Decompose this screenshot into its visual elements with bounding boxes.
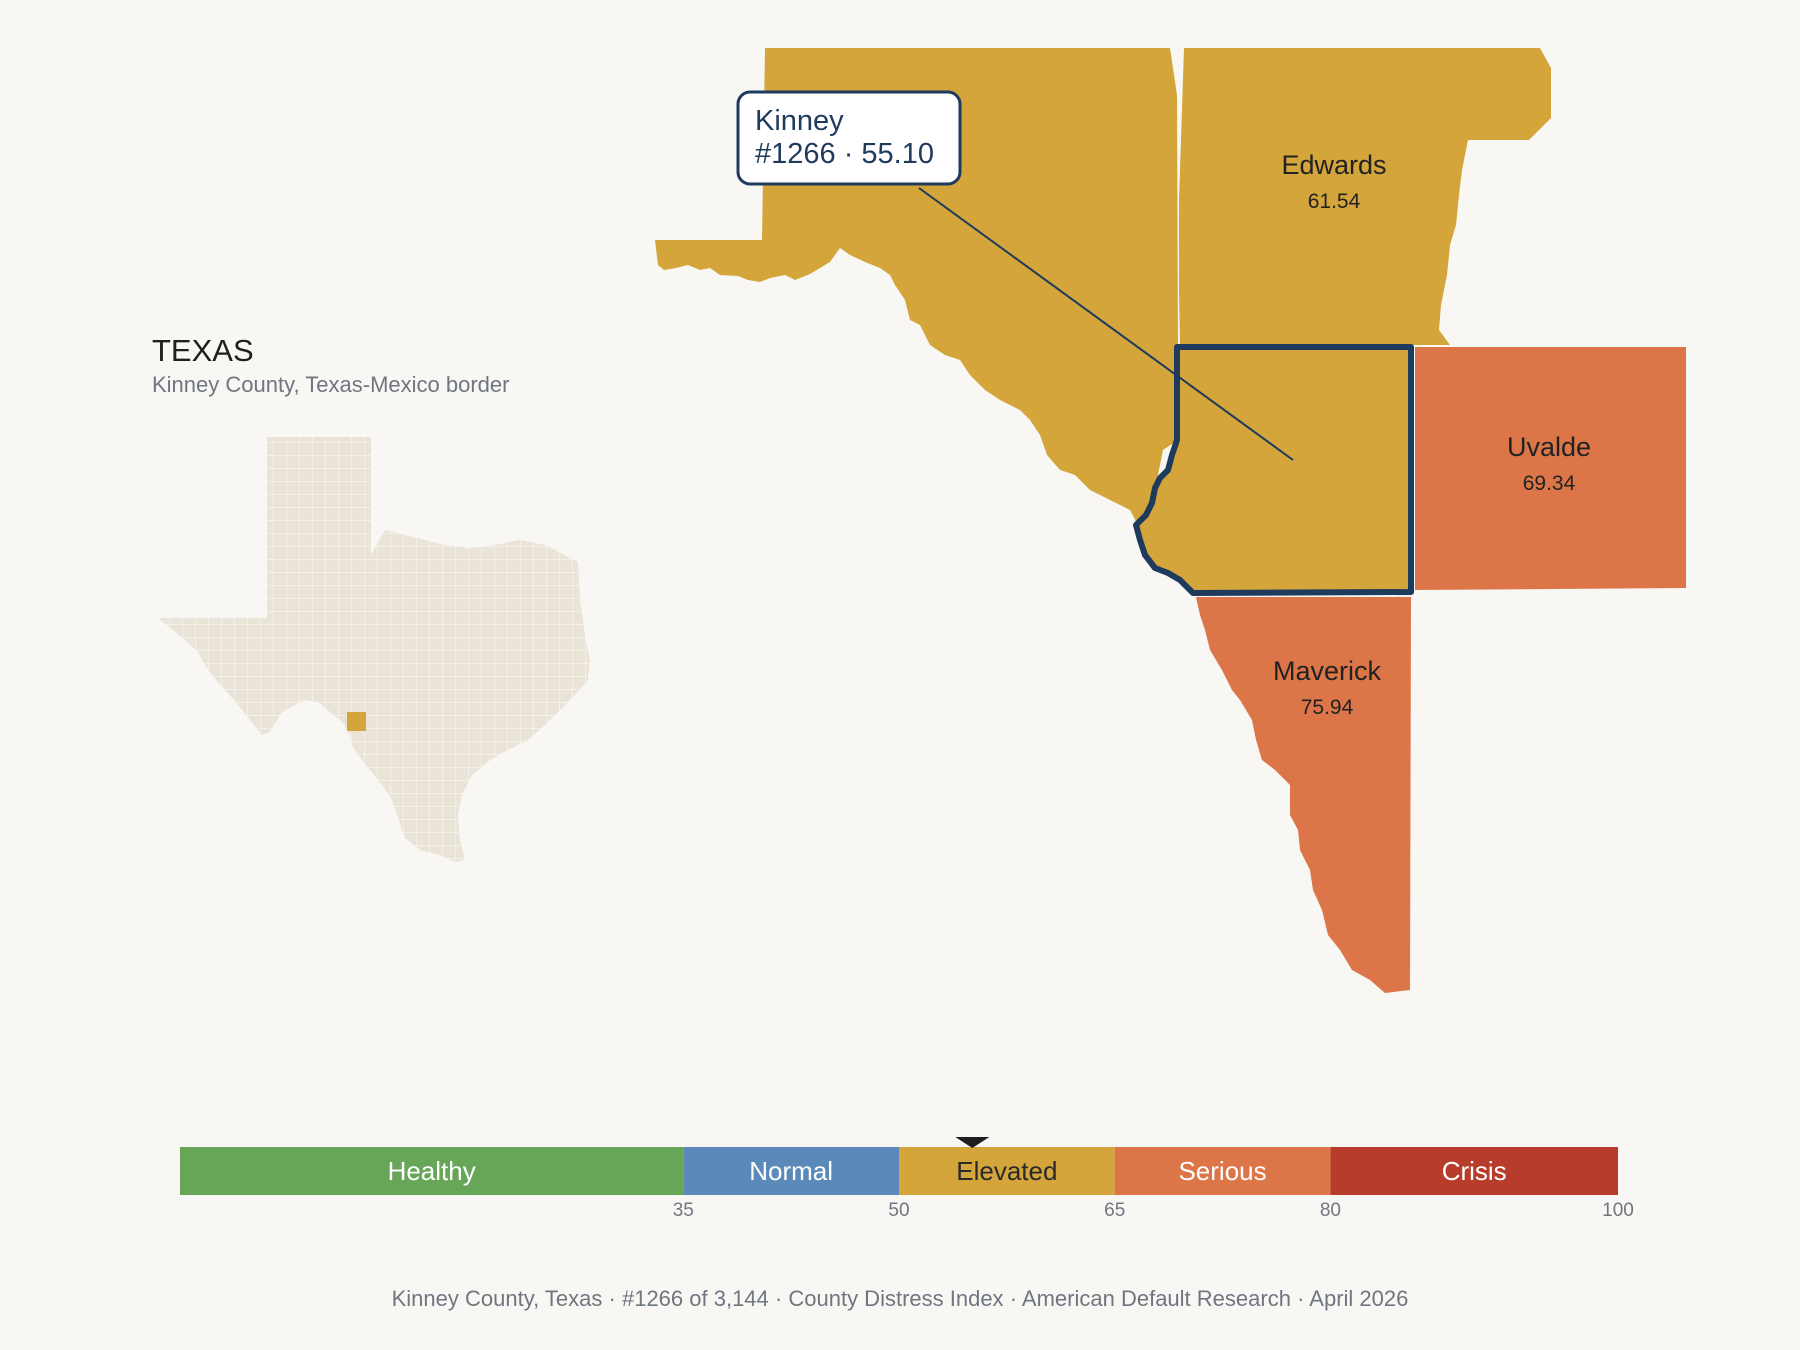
county-value-uvalde: 69.34 <box>1523 472 1576 495</box>
footer-credits: Kinney County, Texas · #1266 of 3,144 · … <box>392 1286 1409 1311</box>
legend-segment-serious <box>1114 1147 1331 1195</box>
legend-label-elevated: Elevated <box>956 1156 1057 1186</box>
legend-tick-80: 80 <box>1320 1200 1341 1221</box>
footer-sep-1: · <box>609 1286 622 1311</box>
legend-label-crisis: Crisis <box>1442 1156 1507 1186</box>
footer-index: County Distress Index <box>788 1286 1003 1311</box>
callout-county-name: Kinney <box>755 105 844 137</box>
county-value-maverick: 75.94 <box>1301 696 1354 719</box>
legend-label-healthy: Healthy <box>388 1156 476 1186</box>
legend-tick-35: 35 <box>673 1200 694 1221</box>
legend-ticks: 35 50 65 80 100 <box>673 1200 1634 1221</box>
legend-segment-healthy <box>180 1147 684 1195</box>
legend-tick-100: 100 <box>1602 1200 1634 1221</box>
legend-segment-crisis <box>1330 1147 1618 1195</box>
county-uvalde[interactable] <box>1415 347 1686 590</box>
footer-rank: #1266 of 3,144 <box>622 1286 769 1311</box>
legend-marker <box>955 1137 990 1148</box>
county-kinney[interactable] <box>1133 344 1414 596</box>
state-subtitle: Kinney County, Texas-Mexico border <box>152 372 509 397</box>
footer-county: Kinney County, Texas <box>392 1286 603 1311</box>
footer-sep-4: · <box>1297 1286 1309 1311</box>
legend-tick-65: 65 <box>1104 1200 1125 1221</box>
legend-segment-elevated <box>899 1147 1115 1195</box>
inset-highlight-kinney <box>347 712 366 731</box>
legend-label-serious: Serious <box>1178 1156 1266 1186</box>
callout-rank-value: #1266 · 55.10 <box>755 138 934 170</box>
county-label-edwards: Edwards <box>1281 150 1386 180</box>
legend-bar: Healthy Normal Elevated Serious Crisis <box>180 1147 1618 1195</box>
callout-box: Kinney #1266 · 55.10 <box>736 90 962 186</box>
footer-source: American Default Research <box>1022 1286 1291 1311</box>
footer-sep-2: · <box>775 1286 788 1311</box>
texas-inset-map <box>145 437 590 862</box>
callout-leader-line <box>918 187 1294 461</box>
county-edwards[interactable] <box>1179 48 1551 345</box>
county-value-edwards: 61.54 <box>1308 190 1361 213</box>
legend-label-normal: Normal <box>749 1156 833 1186</box>
county-label-uvalde: Uvalde <box>1507 432 1591 462</box>
county-maverick[interactable] <box>1196 597 1411 993</box>
county-label-maverick: Maverick <box>1273 656 1382 686</box>
legend-segment-normal <box>683 1147 899 1195</box>
legend-tick-50: 50 <box>888 1200 909 1221</box>
footer-date: April 2026 <box>1309 1286 1408 1311</box>
state-title: TEXAS <box>152 333 254 368</box>
footer-sep-3: · <box>1010 1286 1022 1311</box>
